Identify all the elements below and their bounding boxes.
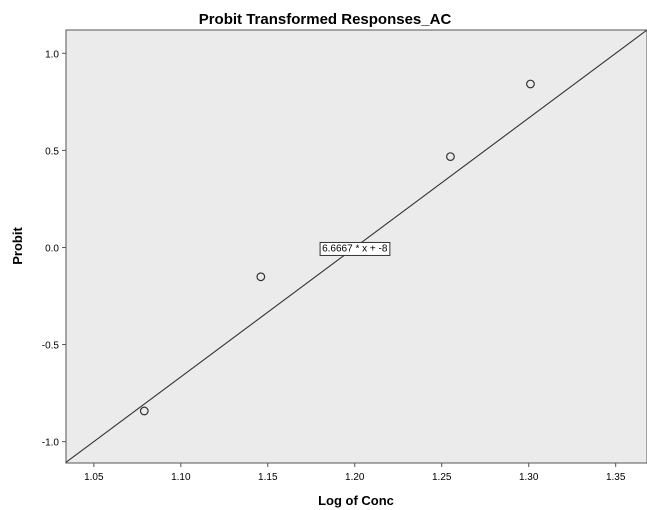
y-tick-label: -0.5: [42, 341, 60, 352]
fit-equation-text: 6.6667 * x + -8: [322, 243, 388, 254]
y-tick-label: 0.0: [45, 243, 59, 254]
data-point: [139, 406, 149, 416]
x-tick-label: 1.15: [258, 472, 278, 483]
y-axis: 1.0 0.5 0.0 -0.5 -1.0: [42, 49, 66, 449]
x-tick-label: 1.30: [519, 472, 539, 483]
data-point: [526, 79, 535, 89]
y-tick-label: 1.0: [45, 49, 59, 60]
x-tick-label: 1.05: [84, 472, 104, 483]
y-tick-label: 0.5: [45, 146, 59, 157]
y-axis-title: Probit: [10, 227, 25, 265]
equation-label: 6.6667 * x + -8: [319, 241, 391, 256]
x-tick-label: 1.10: [171, 472, 191, 483]
x-tick-label: 1.25: [432, 472, 452, 483]
x-tick-label: 1.35: [606, 472, 626, 483]
x-axis: 1.05 1.10 1.15 1.20 1.25 1.30 1.35: [84, 463, 626, 483]
x-tick-label: 1.20: [345, 472, 365, 483]
data-points: [139, 79, 535, 416]
fit-equation-box: [319, 241, 391, 256]
y-tick-label: -1.0: [42, 438, 60, 449]
chart-title: Probit Transformed Responses_AC: [199, 11, 452, 28]
data-point: [446, 152, 455, 161]
data-point: [256, 272, 266, 282]
x-axis-title: Log of Conc: [318, 493, 394, 508]
